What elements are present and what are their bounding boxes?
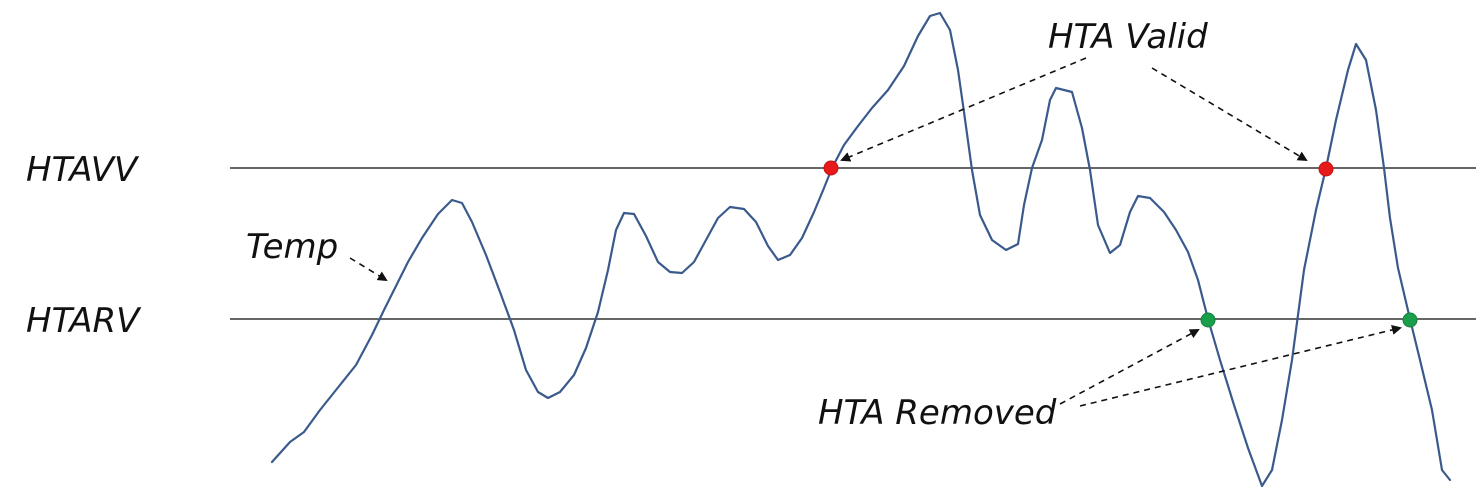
hta-removed-point-2 (1402, 312, 1418, 328)
temp-label: Temp (246, 227, 338, 267)
hta-valid-point-1 (823, 160, 839, 176)
hta-valid-label: HTA Valid (1048, 17, 1208, 57)
hta-valid-arrow-2 (1151, 67, 1308, 162)
hta-valid-arrow-1 (840, 57, 1087, 162)
hta-removed-point-1 (1200, 312, 1216, 328)
htavv-label: HTAVV (26, 150, 140, 190)
hta-valid-point-2 (1318, 161, 1334, 177)
temp-curve (270, 11, 1452, 488)
hta-removed-arrow-1 (1059, 329, 1200, 405)
hta-removed-label: HTA Removed (818, 393, 1057, 433)
temp-arrow (349, 257, 388, 282)
htarv-label: HTARV (26, 301, 142, 341)
